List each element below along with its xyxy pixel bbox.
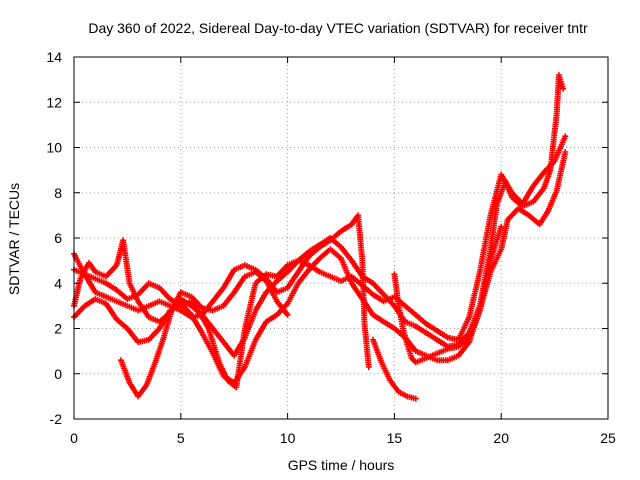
- axis-ticks: 0 5 10 15 20 25 -2 0 2 4 6 8 10 12 14: [46, 49, 616, 446]
- y-tick-label: 4: [54, 275, 62, 291]
- x-tick-label: 20: [493, 430, 509, 446]
- x-tick-label: 10: [280, 430, 296, 446]
- y-tick-label: -2: [50, 411, 63, 427]
- data-point-markers: [370, 336, 419, 402]
- x-axis-label: GPS time / hours: [288, 457, 395, 473]
- series-trace-6: [391, 223, 505, 366]
- chart-title: Day 360 of 2022, Sidereal Day-to-day VTE…: [88, 20, 588, 36]
- grid-lines: [74, 57, 608, 419]
- y-axis-label: SDTVAR / TECUs: [6, 183, 22, 295]
- series-trace-5: [118, 268, 291, 400]
- y-tick-label: 0: [54, 366, 62, 382]
- series-trace-3: [71, 149, 569, 386]
- y-tick-label: 8: [54, 185, 62, 201]
- y-tick-label: 14: [46, 49, 62, 65]
- y-tick-label: 6: [54, 230, 62, 246]
- x-tick-label: 0: [70, 430, 78, 446]
- x-tick-label: 25: [600, 430, 616, 446]
- y-tick-label: 10: [46, 140, 62, 156]
- x-tick-label: 5: [177, 430, 185, 446]
- y-tick-label: 2: [54, 321, 62, 337]
- data-point-markers: [71, 149, 569, 386]
- y-tick-label: 12: [46, 94, 62, 110]
- series-trace-7: [370, 336, 419, 402]
- data-point-markers: [118, 268, 291, 400]
- data-point-markers: [391, 223, 505, 366]
- x-tick-label: 15: [387, 430, 403, 446]
- data-series: [71, 72, 569, 402]
